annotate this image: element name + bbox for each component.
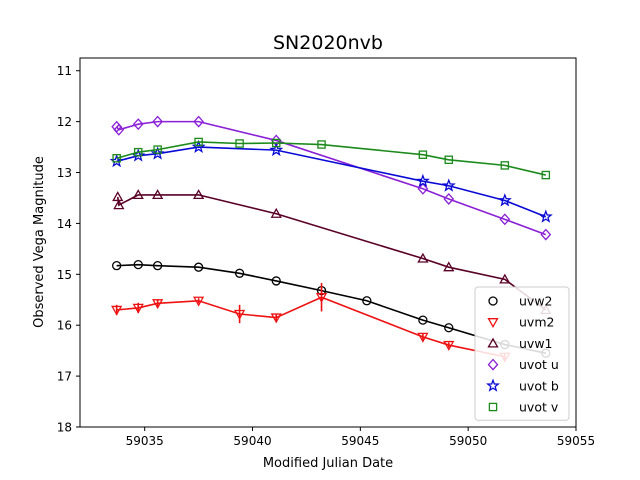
data-point [415,173,430,188]
data-point [193,115,204,128]
data-point [133,147,143,157]
data-point [132,118,144,131]
data-point [499,213,511,226]
data-point [500,161,510,170]
data-point [418,315,428,325]
series-uvw1 [112,189,552,315]
data-point [444,155,454,165]
data-point [269,142,284,157]
data-point [541,170,551,180]
legend: uvw2 uvm2 uvw1 uvot u uvot b uvot v [474,286,570,421]
series-line [116,141,546,176]
data-point [112,154,121,163]
x-axis-label: Modified Julian Date [263,456,393,471]
data-point [194,137,203,147]
legend-label: uvot b [519,378,559,393]
data-point [193,262,204,272]
y-tick-label: 12 [57,115,72,129]
data-point [113,123,125,136]
data-point [499,273,511,284]
data-point [270,207,282,218]
y-tick-label: 14 [57,217,72,231]
data-point [418,150,428,159]
x-tick-label: 59035 [126,434,164,448]
data-point [153,145,162,154]
data-point [192,296,205,307]
legend-marker [488,402,498,412]
legend-marker [487,358,499,371]
y-tick-label: 15 [57,268,72,282]
y-tick-label: 18 [57,421,72,435]
series-line [116,194,547,311]
data-point [315,293,328,304]
y-tick-label: 13 [57,166,72,180]
plot-frame [79,57,577,428]
data-point [417,252,429,263]
legend-label: uvot u [519,357,559,372]
legend-label: uvot v [519,400,559,415]
x-tick-label: 59040 [233,434,271,448]
legend-label: uvw1 [519,336,553,351]
data-point [271,138,281,148]
legend-marker [485,378,501,392]
legend-box [474,286,570,421]
x-tick-label: 59050 [449,434,487,448]
data-point [497,193,512,207]
legend-marker [487,318,499,329]
data-point [111,305,123,316]
data-point [152,299,164,310]
data-point [112,261,122,271]
data-point [443,193,455,205]
data-point [443,340,455,351]
x-tick-label: 59055 [557,434,595,448]
y-tick-label: 17 [57,370,72,384]
axes: 59035 59040 59045 59050 59055 11 12 13 14 15 16 17 1… [57,64,595,448]
data-point [443,261,455,272]
data-point [192,189,205,200]
series-line [116,296,505,358]
plot-area [109,115,553,363]
data-point [133,259,143,270]
series-line [116,120,547,236]
legend-marker [487,337,499,348]
series-uvot-b [109,139,553,223]
legend-label: uvm2 [519,315,554,330]
y-tick-label: 16 [57,319,72,333]
data-point [538,209,553,223]
data-point [317,140,326,149]
data-point [441,178,456,192]
data-point [270,313,282,324]
data-point [233,309,246,320]
data-point [132,303,144,314]
legend-marker [488,296,498,306]
data-point [540,228,552,241]
x-tick-label: 59045 [341,434,379,448]
data-point [152,189,164,200]
data-point [132,189,144,200]
data-point [362,296,372,306]
y-tick-label: 11 [57,64,72,78]
data-point [113,199,125,210]
y-axis-label: Observed Vega Magnitude [32,156,47,328]
series-uvot-u [111,115,552,241]
series-line [116,146,547,218]
data-point [235,139,244,148]
data-point [417,182,429,195]
data-point [152,115,164,128]
series-line [116,263,546,354]
legend-label: uvw2 [519,294,553,309]
data-point [112,191,124,202]
chart-title: SN2020nvb [273,32,383,54]
data-point [234,268,245,278]
data-point [444,323,454,333]
data-point [271,276,281,286]
series-uvot-v [112,137,551,180]
series-uvm2 [111,282,511,363]
data-point [417,332,429,343]
data-point [152,261,163,271]
